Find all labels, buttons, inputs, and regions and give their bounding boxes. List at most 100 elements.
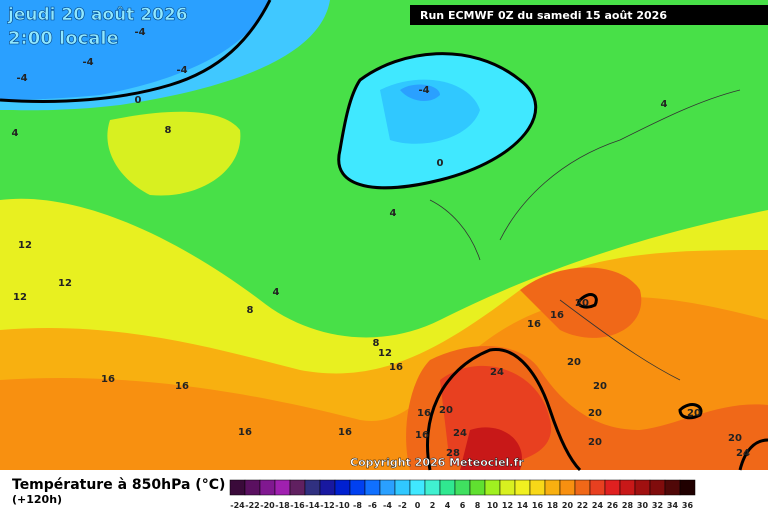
- contour-label: 4: [273, 287, 280, 298]
- scale-label: -6: [368, 501, 377, 510]
- heat-peak: [460, 427, 522, 470]
- run-info: Run ECMWF 0Z du samedi 15 août 2026: [420, 9, 667, 22]
- cold-pool-core: [380, 79, 480, 144]
- greenland-warm: [107, 111, 241, 196]
- contour-label: 16: [527, 319, 541, 330]
- forecast-time: 2:00 locale: [8, 28, 119, 49]
- scale-label: -14: [305, 501, 320, 510]
- color-swatch: [349, 479, 366, 496]
- scale-label: 18: [547, 501, 559, 510]
- contour-label: 20: [588, 437, 602, 448]
- scale-label: 32: [652, 501, 663, 510]
- contour-label: 8: [247, 305, 254, 316]
- color-swatch: [304, 479, 321, 496]
- scale-label: -16: [290, 501, 305, 510]
- scale-label: -18: [275, 501, 290, 510]
- color-swatch: [289, 479, 306, 496]
- run-banner: [410, 5, 768, 25]
- color-swatch: [559, 479, 576, 496]
- scale-label: 6: [460, 501, 466, 510]
- color-swatch: [529, 479, 546, 496]
- contour-label: 20: [593, 381, 607, 392]
- contour-label: 16: [238, 427, 252, 438]
- color-swatch: [409, 479, 426, 496]
- scale-label: 30: [637, 501, 649, 510]
- contour-label: -4: [418, 85, 429, 96]
- contour-label: 0: [135, 95, 142, 106]
- color-scale: -24 -22 -20 -18 -16 -14 -12 -10 -8 -6 -4 -2 0 2 4 6 8 10 1…: [229, 479, 696, 510]
- forecast-date: jeudi 20 août 2026: [7, 5, 188, 25]
- isotherm-0-pool: [337, 52, 538, 190]
- footer-title: Température à 850hPa (°C): [12, 477, 225, 493]
- contour-label: 20: [728, 433, 742, 444]
- contour-label: 24: [453, 428, 467, 439]
- color-swatch: [679, 479, 696, 496]
- color-swatch: [664, 479, 681, 496]
- arctic-core: [0, 0, 270, 100]
- color-swatch: [244, 479, 261, 496]
- scale-label: -4: [383, 501, 392, 510]
- contour-label: 16: [338, 427, 352, 438]
- scale-label: 22: [577, 501, 588, 510]
- color-swatch: [544, 479, 561, 496]
- contour-label: -4: [16, 73, 27, 84]
- contour-label: 0: [437, 158, 444, 169]
- scale-label: 28: [622, 501, 634, 510]
- scale-label: 0: [415, 501, 421, 510]
- scale-label: 10: [487, 501, 499, 510]
- color-swatch: [514, 479, 531, 496]
- scale-label: 12: [502, 501, 513, 510]
- contour-label: 20: [567, 357, 581, 368]
- scale-label: -20: [260, 501, 275, 510]
- scale-label: -24: [230, 501, 245, 510]
- contour-label: 16: [389, 362, 403, 373]
- color-swatch: [439, 479, 456, 496]
- isotherm-20: [426, 293, 768, 472]
- color-swatch: [394, 479, 411, 496]
- contour-label: 28: [446, 448, 460, 459]
- contour-label: 12: [378, 348, 392, 359]
- isotherm-0-north: [0, 0, 272, 103]
- contour-label: -4: [134, 27, 145, 38]
- contour-label: 4: [390, 208, 397, 219]
- color-swatch: [274, 479, 291, 496]
- color-swatch: [469, 479, 486, 496]
- footer-lead: (+120h): [12, 493, 62, 506]
- contour-label: -4: [176, 65, 187, 76]
- contour-label: 8: [373, 338, 380, 349]
- contour-label: 12: [18, 240, 32, 251]
- contour-label: 12: [58, 278, 72, 289]
- contour-label: 16: [550, 310, 564, 321]
- color-swatch: [454, 479, 471, 496]
- scale-label: -2: [398, 501, 407, 510]
- scale-label: 24: [592, 501, 604, 510]
- scale-label: 26: [607, 501, 619, 510]
- contour-label: 20: [588, 408, 602, 419]
- color-swatch: [649, 479, 666, 496]
- scale-label: 36: [682, 501, 694, 510]
- scale-label: -22: [245, 501, 259, 510]
- scale-label: 14: [517, 501, 529, 510]
- color-swatch: [364, 479, 381, 496]
- contour-label: 8: [165, 125, 172, 136]
- contour-label: 24: [490, 367, 504, 378]
- color-swatch: [589, 479, 606, 496]
- scale-label: 2: [430, 501, 436, 510]
- contour-label: 16: [101, 374, 115, 385]
- color-swatch: [484, 479, 501, 496]
- contour-label: -4: [82, 57, 93, 68]
- scale-label: -10: [335, 501, 350, 510]
- scale-label: -8: [353, 501, 362, 510]
- coastlines: [429, 89, 741, 381]
- color-swatch: [319, 479, 336, 496]
- contour-label: 16: [415, 430, 429, 441]
- color-swatch: [424, 479, 441, 496]
- color-swatch: [604, 479, 621, 496]
- contour-label: 4: [12, 128, 19, 139]
- color-swatch: [229, 479, 246, 496]
- contour-label: 20: [439, 405, 453, 416]
- contour-label: 4: [661, 99, 668, 110]
- color-swatch: [259, 479, 276, 496]
- scale-label: -12: [320, 501, 334, 510]
